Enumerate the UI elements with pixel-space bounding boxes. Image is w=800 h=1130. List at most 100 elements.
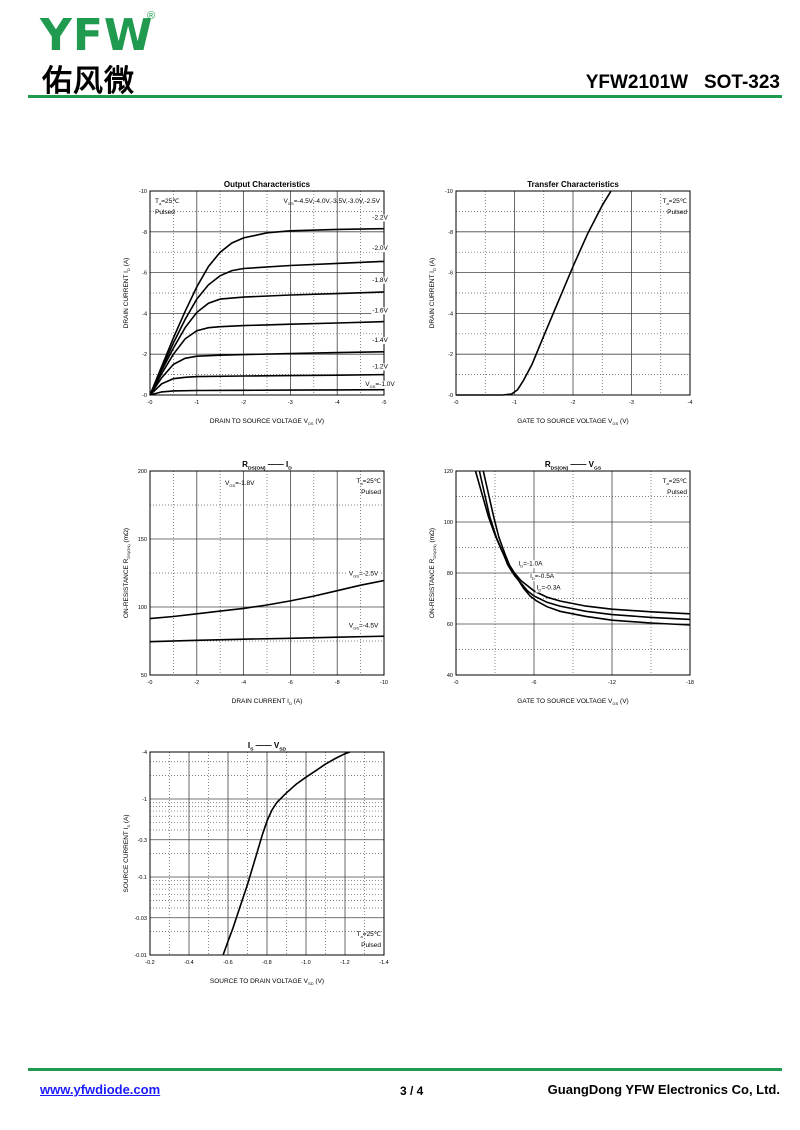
y-tick-label: -4: [142, 311, 147, 317]
y-tick-label: 150: [138, 537, 147, 543]
company-logo: YFW ® 佑风微: [40, 10, 160, 99]
chart-note: Pulsed: [361, 942, 381, 949]
x-tick-label: -1.2: [340, 960, 349, 966]
part-number-title: YFW2101W SOT-323: [585, 72, 780, 93]
series-label: -2.2V: [372, 215, 388, 222]
series-label-bg: [371, 336, 390, 344]
chart-title: RDS(ON) —— VGS: [545, 460, 602, 471]
series-label-bg: [529, 573, 556, 582]
chart-title: IS —— VSD: [248, 741, 287, 752]
y-axis-label: DRAIN CURRENT ID (A): [429, 258, 437, 329]
y-tick-label: 40: [447, 673, 453, 679]
y-tick-label: -1: [142, 797, 147, 803]
chart-note: Ta=25℃: [662, 198, 687, 206]
y-tick-label: -6: [448, 271, 453, 277]
series-label: -1.2V: [372, 363, 388, 370]
chart-transfer: -0 -1 -2 -3 -4 -0 -2 -4 -6 -8 -10 Transfer Characte…: [429, 180, 692, 426]
chart-note: VGS=-4.5V,-4.0V,-3.5V,-3.0V,-2.5V: [284, 198, 381, 206]
y-tick-label: -0.03: [134, 916, 147, 922]
x-tick-label: -12: [608, 680, 616, 686]
series-label-bg: [535, 584, 563, 593]
x-tick-label: -0: [148, 400, 153, 406]
registered-mark: ®: [147, 10, 156, 22]
y-tick-label: -8: [448, 230, 453, 236]
x-axis-label: SOURCE TO DRAIN VOLTAGE VSD (V): [210, 978, 324, 986]
logo-letters: YFW: [40, 10, 154, 61]
plot-frame: [455, 470, 691, 676]
series-curve: [478, 470, 691, 621]
series-curve: [149, 635, 385, 643]
series-curve: [474, 470, 691, 615]
series-label-bg: [371, 307, 390, 315]
x-axis-label: DRAIN TO SOURCE VOLTAGE VDS (V): [210, 418, 324, 426]
x-tick-label: -1.4: [379, 960, 388, 966]
page-number: 3 / 4: [400, 1084, 424, 1098]
y-tick-label: -0.1: [138, 875, 147, 881]
x-tick-label: -1: [194, 400, 199, 406]
y-tick-label: -10: [445, 189, 453, 195]
series-curve: [149, 373, 385, 396]
x-tick-label: -0.6: [223, 960, 232, 966]
chart-note: Pulsed: [667, 209, 687, 216]
y-tick-label: 80: [447, 571, 453, 577]
y-tick-label: 100: [138, 605, 147, 611]
series-label-bg: [347, 570, 381, 579]
x-tick-label: -0.4: [184, 960, 193, 966]
x-tick-label: -4: [335, 400, 340, 406]
y-tick-label: -4: [142, 750, 147, 756]
chart-note: Ta=25℃: [356, 931, 381, 939]
y-axis-label: ON-RESISTANCE RDS(ON) (mΩ): [429, 528, 437, 618]
plot-frame: [149, 190, 385, 396]
y-tick-label: -0.3: [138, 838, 147, 844]
chart-note: VGS=-1.8V: [225, 480, 255, 488]
chart-title: Transfer Characteristics: [527, 180, 619, 189]
y-tick-label: 120: [444, 469, 453, 475]
chart-title: Output Characteristics: [224, 180, 311, 189]
x-axis-label: DRAIN CURRENT ID (A): [232, 698, 303, 706]
y-axis-label: ON-RESISTANCE RDS(ON) (mΩ): [123, 528, 131, 618]
y-tick-label: -0: [448, 393, 453, 399]
y-axis-label: SOURCE CURRENT IS (A): [123, 814, 131, 892]
y-tick-label: -0: [142, 393, 147, 399]
series-label-bg: [371, 214, 390, 222]
series-curve: [149, 388, 385, 396]
x-tick-label: -0.8: [262, 960, 271, 966]
x-tick-label: -10: [380, 680, 388, 686]
chart-note: Pulsed: [361, 489, 381, 496]
plot-frame: [149, 470, 385, 676]
y-tick-label: 60: [447, 622, 453, 628]
plot-frame: [455, 190, 691, 396]
chart-title: RDS(ON) —— ID: [242, 460, 292, 471]
series-label-bg: [371, 363, 390, 371]
website-link[interactable]: www.yfwdiode.com: [40, 1082, 161, 1097]
y-tick-label: 200: [138, 469, 147, 475]
x-tick-label: -1.0: [301, 960, 310, 966]
series-label: -2.0V: [372, 245, 388, 252]
chart-output: -0 -1 -2 -3 -4 -5 -0 -2 -4 -6 -8 -10 Output Characte…: [123, 180, 397, 426]
x-tick-label: -6: [532, 680, 537, 686]
series-label: VGS=-2.5V: [349, 571, 379, 579]
y-tick-label: 50: [141, 673, 147, 679]
x-tick-label: -2: [194, 680, 199, 686]
chart-rds_id: -0 -2 -4 -6 -8 -10 50 100 150 200 RDS(ON) —— ID DRA…: [123, 460, 388, 706]
chart-note: Ta=25℃: [155, 198, 180, 206]
series-label-bg: [371, 276, 390, 284]
footer-divider: [28, 1068, 782, 1071]
series-curve: [149, 227, 385, 396]
logo-chinese-name: 佑风微: [42, 64, 135, 99]
header-divider: [28, 95, 782, 98]
y-tick-label: 100: [444, 520, 453, 526]
plot-frame: [149, 751, 385, 956]
series-label: ID=-0.5A: [530, 573, 555, 581]
y-tick-label: -6: [142, 271, 147, 277]
chart-note: Ta=25℃: [356, 478, 381, 486]
y-tick-label: -2: [142, 352, 147, 358]
series-label-bg: [347, 622, 381, 631]
series-label: ID=-1.0A: [518, 560, 543, 568]
x-tick-label: -1: [512, 400, 517, 406]
series-label: VGS=-4.5V: [349, 622, 379, 630]
series-label: ID=-0.3A: [537, 585, 562, 593]
chart-is_vsd: -0.2 -0.4 -0.6 -0.8 -1.0 -1.2 -1.4 -0.01 -0.03 -0…: [123, 741, 389, 986]
series-curve: [149, 579, 385, 620]
